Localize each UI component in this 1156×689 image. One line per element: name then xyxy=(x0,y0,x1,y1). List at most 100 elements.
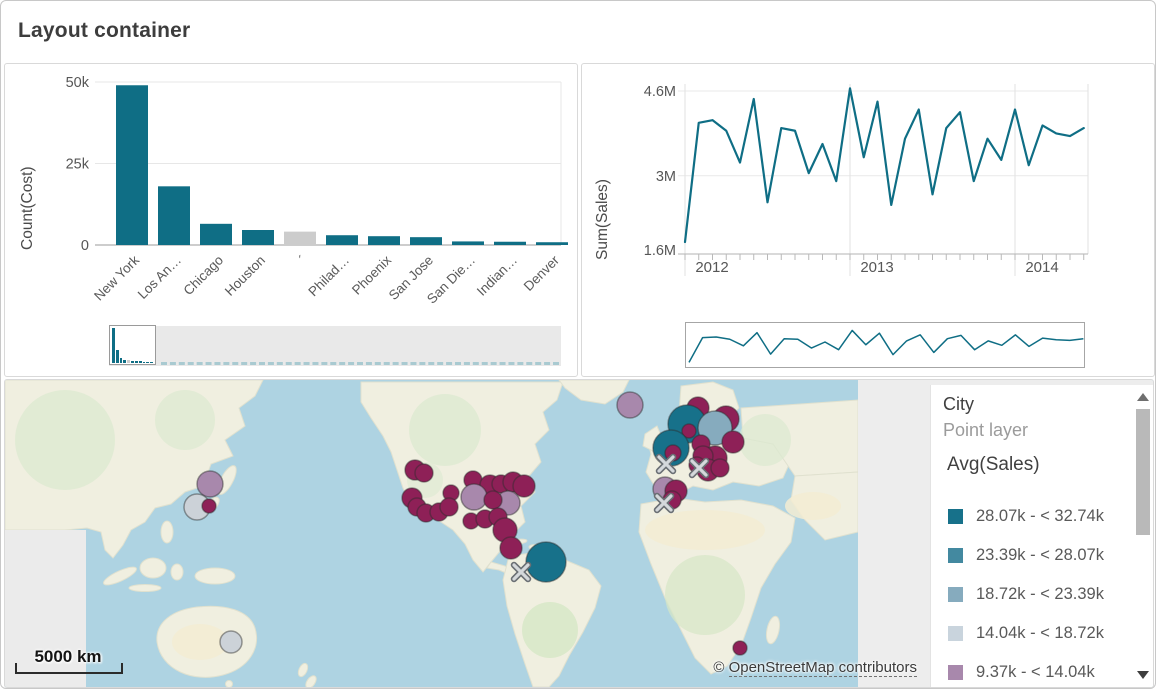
mini-bar xyxy=(115,350,119,363)
scroll-up-icon[interactable] xyxy=(1137,393,1149,401)
bar-x-tick-label: Houston xyxy=(222,253,268,299)
legend-measure-title: Avg(Sales) xyxy=(947,454,1040,475)
map-terrain-tints xyxy=(15,390,841,660)
excluded-x-icon xyxy=(690,459,708,477)
mini-bar xyxy=(142,361,146,363)
attribution-link[interactable]: OpenStreetMap contributors xyxy=(728,659,917,677)
legend-range-label: 28.07k - < 32.74k xyxy=(976,507,1104,525)
legend-swatch xyxy=(948,509,963,524)
mini-bar xyxy=(123,359,127,363)
bar-y-tick-label: 0 xyxy=(81,238,89,254)
map-point[interactable] xyxy=(414,463,434,483)
bar[interactable] xyxy=(494,241,526,245)
range-navigator[interactable] xyxy=(685,322,1085,368)
map-scale-bracket xyxy=(15,663,123,674)
mini-bar xyxy=(112,327,115,363)
bar[interactable] xyxy=(158,186,190,245)
bar[interactable] xyxy=(116,85,148,245)
attribution-copyright: © xyxy=(713,659,725,676)
legend-scrollbar[interactable] xyxy=(1135,389,1152,683)
map-panel[interactable]: 5000 km © OpenStreetMap contributors Cit… xyxy=(4,379,1154,688)
map-legend: City Point layer Avg(Sales) 28.07k - < 3… xyxy=(930,385,1153,687)
excluded-x-icon xyxy=(655,494,673,512)
map-empty-tile xyxy=(5,530,86,687)
bar-y-tick-label: 25k xyxy=(66,157,90,173)
legend-swatch xyxy=(948,665,963,680)
bar[interactable] xyxy=(536,242,568,245)
bar-chart-panel[interactable]: Count(Cost) 0 25k 50k New York Los An… Chicag… xyxy=(4,63,578,377)
bar[interactable] xyxy=(284,231,316,245)
mini-bar xyxy=(127,360,131,363)
bar-x-tick-label: ´ xyxy=(296,253,310,267)
excluded-x-icon xyxy=(657,455,675,473)
map-point[interactable] xyxy=(460,483,488,511)
line-x-tick-label: 2012 xyxy=(695,259,728,276)
map-scale-label: 5000 km xyxy=(34,647,102,666)
map-point[interactable] xyxy=(721,430,745,454)
map-point[interactable] xyxy=(196,470,224,498)
legend-range-label: 9.37k - < 14.04k xyxy=(976,663,1095,681)
bar-x-tick-label: Philad… xyxy=(305,253,352,300)
bar-y-tick-label: 50k xyxy=(66,75,90,91)
line-y-tick-label: 4.6M xyxy=(644,84,676,100)
map-point[interactable] xyxy=(499,536,523,560)
line-x-tick-label: 2013 xyxy=(860,259,893,276)
line-y-tick-label: 1.6M xyxy=(644,243,676,259)
page-title: Layout container xyxy=(18,19,191,42)
map-point[interactable] xyxy=(525,541,567,583)
legend-item: 9.37k - < 14.04k xyxy=(948,653,1123,687)
legend-item: 18.72k - < 23.39k xyxy=(948,575,1123,614)
legend-item: 28.07k - < 32.74k xyxy=(948,497,1123,536)
line-x-tick-label: 2014 xyxy=(1025,259,1058,276)
map-point[interactable] xyxy=(201,498,217,514)
map-point[interactable] xyxy=(219,630,243,654)
sales-line[interactable] xyxy=(683,87,1085,244)
bar-x-tick-label: New York xyxy=(91,252,142,303)
scroll-down-icon[interactable] xyxy=(1137,671,1149,679)
bar[interactable] xyxy=(410,237,442,245)
line-chart-panel[interactable]: Sum(Sales) 1.6M 3M 4.6M 2012 2013 2014 xyxy=(581,63,1155,377)
line-chart[interactable]: 1.6M 3M 4.6M 2012 2013 2014 xyxy=(602,68,1152,312)
map-point[interactable] xyxy=(439,497,459,517)
bar[interactable] xyxy=(200,223,232,245)
bar[interactable] xyxy=(368,236,400,245)
legend-layer-subtitle: Point layer xyxy=(943,420,1029,440)
map-point-layer[interactable] xyxy=(183,391,748,656)
range-navigator-chart xyxy=(688,329,1084,363)
mini-sales-line xyxy=(688,329,1084,363)
bar-x-tick-label: Chicago xyxy=(180,253,226,299)
scrollbar-thumb[interactable] xyxy=(1136,409,1150,535)
map-point[interactable] xyxy=(732,640,748,656)
line-y-tick-label: 3M xyxy=(656,169,676,185)
scrollbar-viewport[interactable] xyxy=(109,325,156,365)
mini-bar xyxy=(134,361,138,363)
excluded-x-icon xyxy=(512,563,530,581)
map-point[interactable] xyxy=(483,490,503,510)
map-point[interactable] xyxy=(681,423,697,439)
bar-x-tick-label: Indian… xyxy=(474,253,520,299)
legend-swatch xyxy=(948,548,963,563)
bar-x-tick-label: Los An… xyxy=(135,253,184,302)
map-excluded-markers xyxy=(510,453,710,583)
map-point[interactable] xyxy=(710,458,730,478)
map-attribution: © OpenStreetMap contributors xyxy=(713,659,917,677)
mini-bar xyxy=(146,361,150,363)
map-point[interactable] xyxy=(512,474,536,498)
mini-bar xyxy=(131,360,134,363)
bar[interactable] xyxy=(452,241,484,245)
legend-range-label: 23.39k - < 28.07k xyxy=(976,546,1104,564)
mini-bar xyxy=(119,358,123,363)
bar[interactable] xyxy=(242,230,274,245)
legend-swatch xyxy=(948,626,963,641)
scrollbar-overview-dashes xyxy=(161,362,559,365)
bar[interactable] xyxy=(326,235,358,245)
legend-item: 23.39k - < 28.07k xyxy=(948,536,1123,575)
map-point[interactable] xyxy=(616,391,644,419)
legend-range-label: 14.04k - < 18.72k xyxy=(976,624,1104,642)
legend-items: 28.07k - < 32.74k 23.39k - < 28.07k 18.72k… xyxy=(948,497,1123,687)
legend-swatch xyxy=(948,587,963,602)
bar-chart-scrollbar[interactable] xyxy=(109,325,561,366)
mini-bar xyxy=(150,361,153,363)
